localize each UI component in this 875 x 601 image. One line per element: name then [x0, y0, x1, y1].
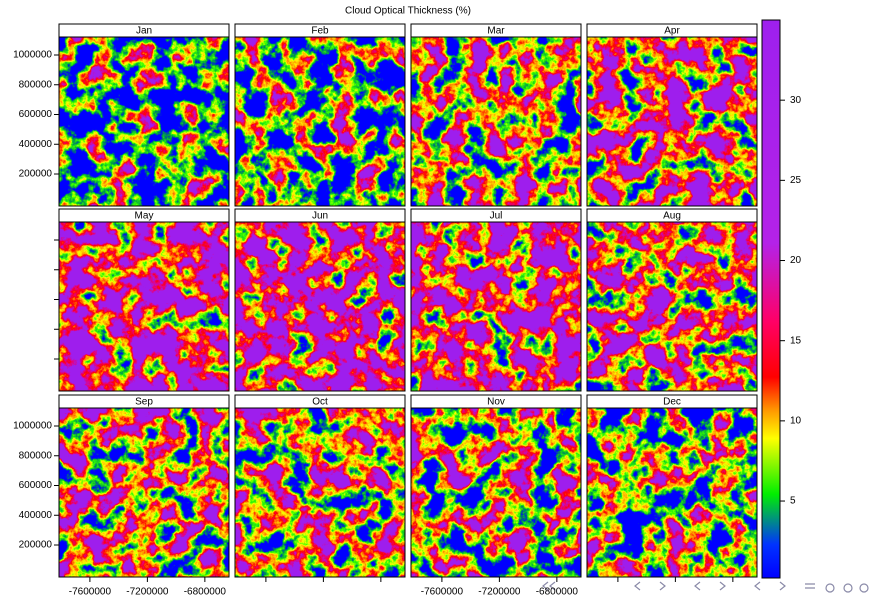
y-tick-label: 600000: [19, 109, 53, 120]
x-tick-label: -6800000: [184, 587, 227, 598]
y-tick-label: 1000000: [13, 421, 52, 432]
panel-label: Nov: [487, 397, 505, 408]
raster-map: [587, 408, 757, 577]
colorbar-tick-label: 20: [790, 255, 802, 266]
y-tick-label: 800000: [19, 79, 53, 90]
panel-label: Sep: [135, 397, 153, 408]
y-tick-label: 1000000: [13, 50, 52, 61]
raster-map: [235, 222, 405, 391]
raster-map: [59, 37, 229, 206]
panel-label: Dec: [663, 397, 681, 408]
raster-map: [411, 37, 581, 206]
panel-label: Mar: [487, 26, 505, 37]
colorbar: [762, 20, 780, 578]
raster-map: [411, 222, 581, 391]
y-tick-label: 200000: [19, 169, 53, 180]
raster-map: [59, 222, 229, 391]
panel-label: May: [135, 211, 154, 222]
panel-label: Jul: [490, 211, 503, 222]
raster-map: [587, 222, 757, 391]
x-tick-label: -7600000: [69, 587, 112, 598]
raster-map: [59, 408, 229, 577]
colorbar-tick-label: 25: [790, 175, 802, 186]
x-tick-label: -6800000: [536, 587, 579, 598]
panel-label: Jun: [312, 211, 328, 222]
panel-label: Oct: [312, 397, 328, 408]
y-tick-label: 200000: [19, 540, 53, 551]
y-tick-label: 800000: [19, 450, 53, 461]
raster-map: [587, 37, 757, 206]
x-tick-label: -7600000: [421, 587, 464, 598]
panel-label: Feb: [311, 26, 329, 37]
colorbar-tick-label: 15: [790, 335, 802, 346]
y-tick-label: 400000: [19, 139, 53, 150]
y-tick-label: 400000: [19, 510, 53, 521]
raster-map: [411, 408, 581, 577]
raster-map: [235, 37, 405, 206]
chart: Cloud Optical Thickness (%) Jan 200000 400…: [0, 0, 875, 601]
colorbar-tick-label: 5: [790, 496, 796, 507]
colorbar-tick-label: 10: [790, 416, 802, 427]
colorbar-tick-label: 30: [790, 95, 802, 106]
panel-label: Jan: [136, 26, 152, 37]
x-tick-label: -7200000: [478, 587, 521, 598]
chart-title: Cloud Optical Thickness (%): [345, 6, 471, 17]
panel-label: Apr: [664, 26, 680, 37]
panel-label: Aug: [663, 211, 681, 222]
navigation-symbols: [543, 582, 868, 592]
y-tick-label: 600000: [19, 480, 53, 491]
x-tick-label: -7200000: [126, 587, 169, 598]
raster-map: [235, 408, 405, 577]
